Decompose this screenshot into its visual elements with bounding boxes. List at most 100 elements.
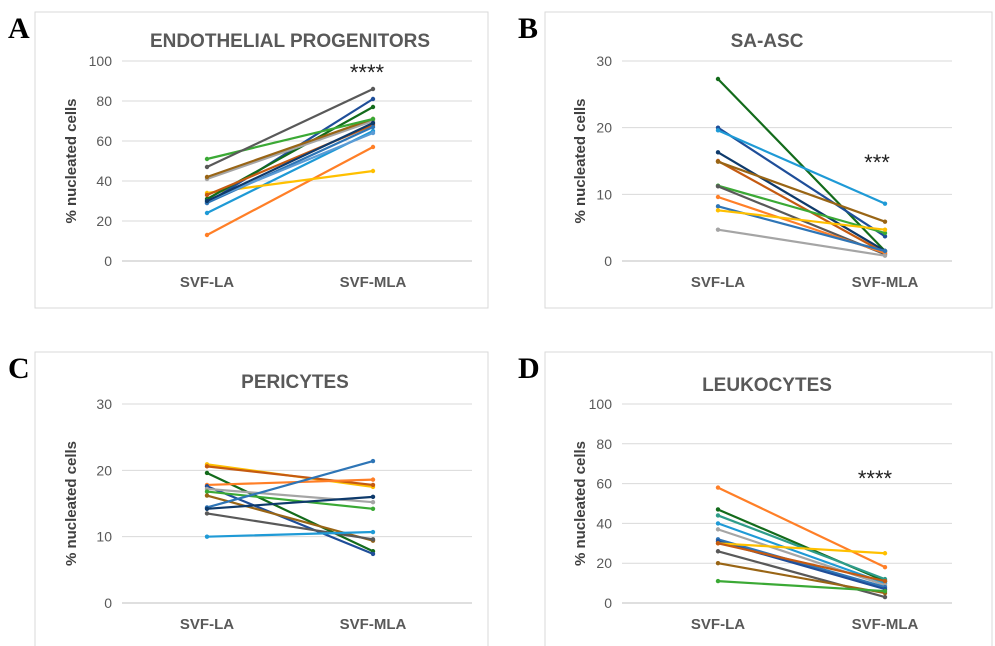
y-tick-label: 30 [96,396,112,412]
series-point [715,227,721,232]
x-tick-label: SVF-MLA [340,274,407,291]
series-point [370,529,376,535]
chart-title: LEUKOCYTES [702,375,832,396]
series-point [204,534,210,539]
series-line [716,160,887,223]
series-point [370,130,376,136]
series-line [205,465,375,487]
series-line [716,77,887,253]
series-point [882,253,888,258]
y-tick-label: 40 [596,515,612,531]
series-point [370,482,376,488]
y-tick-label: 10 [96,529,112,545]
series-point [882,578,888,584]
chart-title: PERICYTES [241,372,349,393]
series-line [205,131,375,203]
series-line [716,151,887,253]
chart-panel-b: B SA-ASC 0 10 20 30 SVF-LA SVF-MLA % nucleated c… [518,11,993,309]
series-point [204,198,210,204]
series-point [370,144,376,150]
series-point [715,194,721,200]
series-point [715,521,721,526]
series-line [205,87,375,169]
series-point [370,86,376,92]
series-point [715,150,721,155]
series-line [205,121,375,203]
x-tick-label: SVF-LA [691,274,745,291]
y-tick-label: 80 [596,436,612,452]
series-point [882,219,888,224]
series-point [370,124,376,130]
series-point [204,493,210,498]
y-tick-label: 0 [104,253,112,269]
series-point [204,192,210,198]
series-point [882,234,888,239]
y-tick-label: 0 [604,595,612,611]
y-tick-label: 20 [96,462,112,478]
y-tick-label: 30 [596,53,612,69]
series-point [370,120,376,126]
series-point [204,156,210,162]
series-point [715,128,721,133]
series-point [370,537,376,542]
series-line [205,145,375,237]
series-point [715,208,721,213]
series-point [715,184,721,189]
series-line [205,490,375,510]
y-axis-label: % nucleated cells [572,98,589,223]
series-line [205,471,375,553]
chart-title: SA-ASC [731,31,804,52]
series-point [715,485,721,490]
series-point [370,104,376,110]
series-point [370,499,376,505]
y-tick-label: 40 [96,173,112,189]
series-line [205,459,375,509]
series-point [715,527,721,532]
significance-label: **** [858,466,893,491]
series-point [204,506,210,512]
y-tick-label: 0 [604,253,612,269]
x-tick-label: SVF-LA [180,616,234,633]
series-point [370,96,376,102]
series-line [205,495,375,510]
y-tick-label: 100 [89,53,113,69]
panel-letter: C [8,352,30,385]
series-point [882,230,888,236]
series-point [370,506,376,512]
series-line [716,129,887,205]
series-line [716,159,887,255]
series-line [716,562,887,595]
series-point [882,564,888,570]
y-tick-label: 20 [96,213,112,229]
series-point [370,458,376,464]
series-line [716,522,887,585]
series-point [715,507,721,512]
series-point [715,159,721,164]
series-line [716,542,887,583]
series-point [204,174,210,180]
series-line [205,530,375,538]
series-point [882,227,888,232]
y-axis-label: % nucleated cells [63,98,80,223]
series-point [204,470,210,476]
y-tick-label: 20 [596,120,612,136]
series-line [205,485,375,556]
series-point [204,464,210,469]
series-point [204,511,210,516]
x-tick-label: SVF-MLA [340,616,407,633]
series-point [715,76,721,82]
x-tick-label: SVF-MLA [852,274,919,291]
series-line [716,542,887,555]
series-point [882,594,888,600]
series-line [205,512,375,541]
series-point [370,494,376,500]
y-tick-label: 80 [96,93,112,109]
series-line [716,228,887,257]
panel-letter: D [518,352,540,385]
x-tick-label: SVF-LA [691,616,745,633]
series-point [882,588,888,594]
series-line [716,209,887,231]
panel-letter: A [8,12,30,45]
y-tick-label: 60 [596,476,612,492]
series-point [204,489,210,494]
